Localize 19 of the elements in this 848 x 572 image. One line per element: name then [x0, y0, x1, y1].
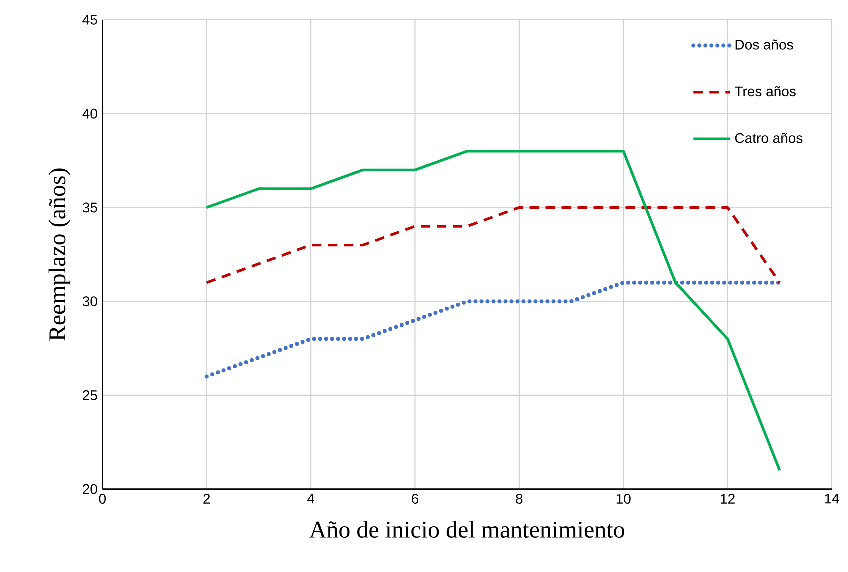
x-tick-label: 14 [825, 494, 840, 504]
x-tick-label: 2 [204, 494, 210, 504]
x-tick-label: 0 [99, 494, 106, 504]
legend-label: Dos años [736, 40, 794, 50]
x-tick-label: 10 [616, 494, 631, 504]
y-tick-label: 30 [82, 296, 98, 307]
y-tick-label: 45 [82, 15, 98, 25]
y-axis-title: Reemplazo (años) [48, 168, 71, 341]
x-tick-label: 6 [412, 494, 419, 504]
y-tick-label: 40 [82, 108, 98, 119]
x-tick-label: 12 [721, 494, 735, 504]
y-tick-label: 35 [82, 202, 98, 213]
legend-label: Tres años [735, 86, 796, 97]
y-tick-label: 25 [83, 390, 98, 400]
y-tick-label: 20 [83, 484, 98, 494]
x-axis-title: Año de inicio del mantenimiento [310, 521, 624, 538]
x-tick-label: 8 [516, 494, 523, 504]
x-tick-label: 4 [307, 494, 315, 504]
legend-label: Catro años [735, 133, 803, 144]
